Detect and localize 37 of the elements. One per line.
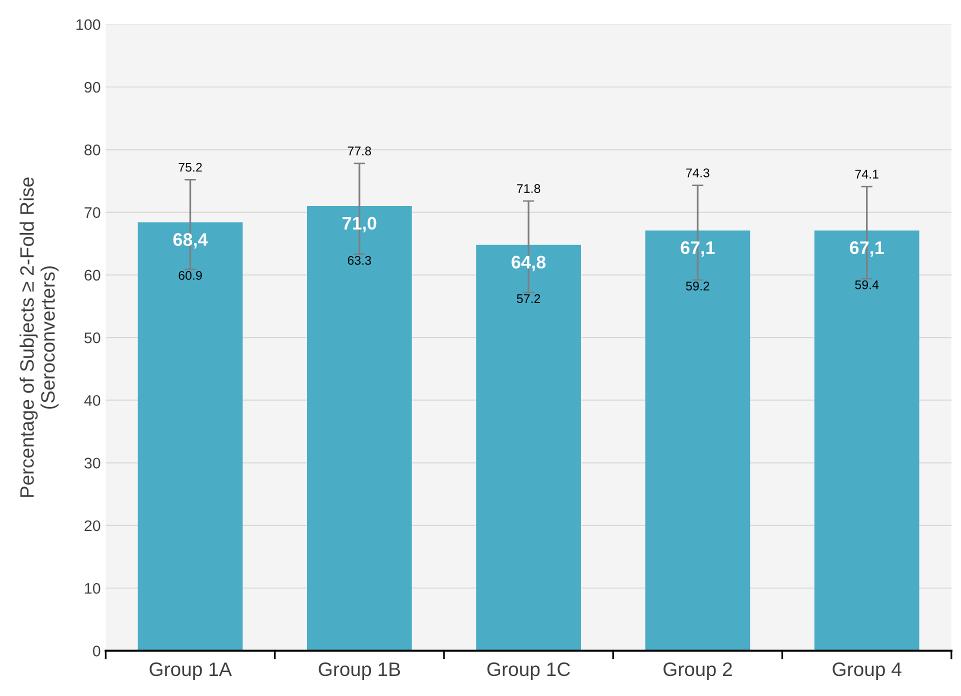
y-tick-label: 90 [84, 82, 100, 93]
y-tick-label: 70 [84, 207, 100, 218]
y-tick-label: 100 [76, 19, 100, 30]
annotation: 59.2 [686, 282, 710, 290]
bar [645, 230, 750, 651]
annotation: 71.8 [517, 184, 540, 193]
annotation: 60.9 [178, 271, 202, 280]
data-label: 68,4 [173, 233, 208, 249]
annotation: 74.1 [855, 170, 878, 178]
annotation: 74.3 [686, 168, 710, 178]
data-label: 71,0 [342, 216, 376, 232]
x-tick-label: Group 1A [150, 662, 232, 680]
x-tick-label: Group 1B [318, 662, 400, 680]
x-tick-label: Group 4 [832, 662, 902, 680]
annotation: 75.2 [178, 162, 202, 172]
annotation: 59.4 [855, 280, 879, 290]
y-tick-label: 30 [84, 458, 100, 469]
bar [306, 206, 412, 651]
x-tick-label: Group 2 [664, 662, 732, 680]
data-label: 67,1 [850, 241, 884, 257]
bar [138, 222, 243, 651]
y-tick-label: 50 [84, 332, 100, 344]
annotation: 63.3 [348, 256, 372, 265]
y-tick-label: 40 [84, 395, 100, 406]
x-tick-label: Group 1C [487, 662, 570, 680]
y-tick-label: 80 [84, 144, 100, 156]
bar [476, 244, 581, 651]
annotation: 57.2 [516, 294, 540, 304]
bar [814, 230, 920, 651]
y-tick-label: 10 [85, 582, 100, 594]
data-label: 64,8 [512, 256, 546, 272]
y-tick-label: 60 [84, 270, 100, 281]
y-axis-title: Percentage of Subjects ≥ 2-Fold Rise (Seroconverters) [20, 177, 59, 497]
annotation: 77.8 [348, 146, 372, 156]
y-tick-label: 20 [84, 520, 100, 532]
data-label: 67,1 [680, 241, 715, 257]
y-tick-label: 0 [92, 646, 100, 656]
